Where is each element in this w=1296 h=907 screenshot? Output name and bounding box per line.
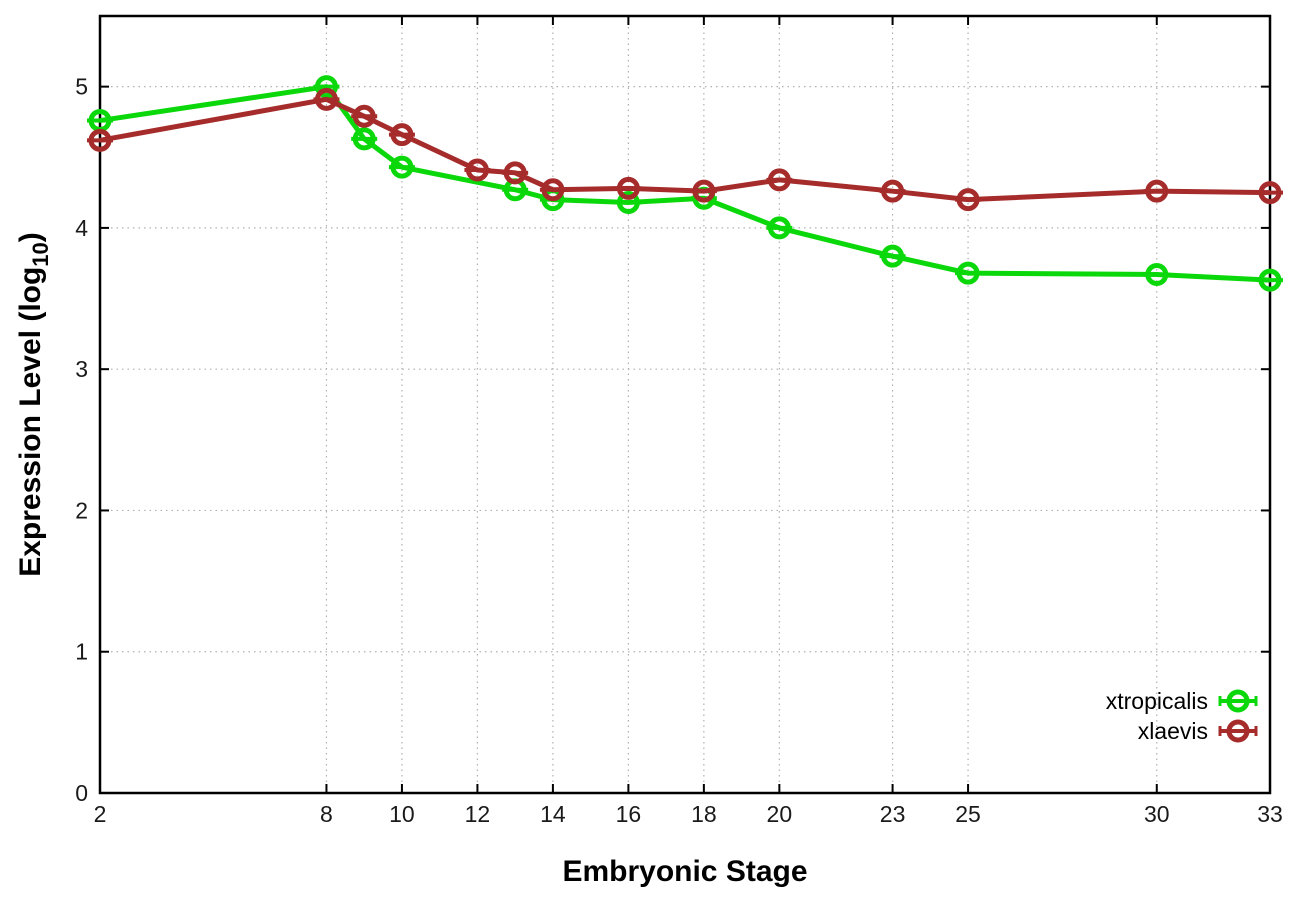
- data-point-xlaevis: [956, 188, 980, 212]
- data-point-xlaevis: [88, 128, 112, 152]
- legend: xtropicalis xlaevis: [1106, 688, 1258, 744]
- y-tick-label: 1: [75, 639, 88, 665]
- y-tick-label: 0: [75, 780, 88, 806]
- data-point-xtropicalis: [1258, 268, 1282, 292]
- data-point-xtropicalis: [390, 155, 414, 179]
- x-tick-label: 14: [540, 801, 566, 827]
- series-xlaevis: [87, 87, 1283, 212]
- legend-item-xtropicalis: xtropicalis: [1106, 688, 1258, 714]
- x-tick-label: 10: [389, 801, 415, 827]
- data-point-xtropicalis: [956, 261, 980, 285]
- data-point-xtropicalis: [767, 216, 791, 240]
- data-point-xlaevis: [767, 168, 791, 192]
- data-point-xtropicalis: [881, 244, 905, 268]
- data-point-xtropicalis: [616, 190, 640, 214]
- y-tick-label: 4: [75, 215, 88, 241]
- plot-border: [98, 14, 1272, 795]
- data-point-xlaevis: [314, 87, 338, 111]
- x-tick-label: 20: [767, 801, 793, 827]
- x-axis-title: Embryonic Stage: [562, 855, 807, 888]
- y-tick-label: 5: [75, 74, 88, 100]
- x-tick-label: 25: [955, 801, 981, 827]
- series-line-xlaevis: [99, 96, 1271, 203]
- legend-sample-marker: [1226, 719, 1250, 743]
- data-point-xlaevis: [1258, 181, 1282, 205]
- x-tick-label: 16: [616, 801, 642, 827]
- legend-label-xtropicalis: xtropicalis: [1106, 688, 1208, 714]
- grid: [99, 16, 1271, 793]
- data-point-xtropicalis: [352, 127, 376, 151]
- data-point-xlaevis: [503, 161, 527, 185]
- y-axis-title: Expression Level (log10): [14, 232, 53, 577]
- x-tick-label: 2: [94, 801, 107, 827]
- data-point-xlaevis: [352, 104, 376, 128]
- data-point-xtropicalis: [314, 75, 338, 99]
- x-tick-label: 12: [465, 801, 491, 827]
- data-point-xlaevis: [616, 176, 640, 200]
- x-tick-label: 30: [1144, 801, 1170, 827]
- y-tick-label: 2: [75, 497, 88, 523]
- y-tick-label: 3: [75, 356, 88, 382]
- data-point-xlaevis: [465, 158, 489, 182]
- x-tick-label: 18: [691, 801, 717, 827]
- legend-label-xlaevis: xlaevis: [1138, 718, 1208, 744]
- axis-ticks: [99, 16, 1271, 794]
- data-point-xlaevis: [541, 178, 565, 202]
- series-line-xtropicalis: [99, 84, 1271, 283]
- data-point-xlaevis: [881, 179, 905, 203]
- legend-item-xlaevis: xlaevis: [1138, 718, 1258, 744]
- data-point-xtropicalis: [1145, 263, 1169, 287]
- x-tick-label: 8: [320, 801, 333, 827]
- data-point-xlaevis: [1145, 179, 1169, 203]
- x-tick-label: 33: [1257, 801, 1283, 827]
- legend-sample-marker: [1226, 689, 1250, 713]
- data-point-xlaevis: [390, 123, 414, 147]
- data-point-xlaevis: [692, 179, 716, 203]
- x-tick-label: 23: [880, 801, 906, 827]
